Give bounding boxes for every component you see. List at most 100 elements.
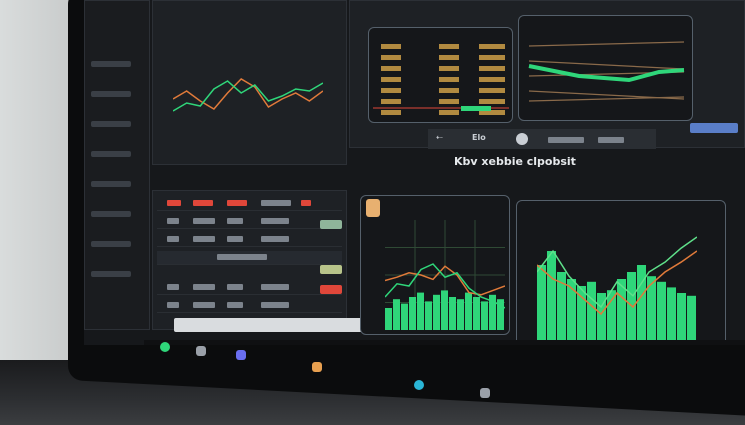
volume-bar (627, 272, 636, 345)
table-row[interactable] (157, 233, 342, 247)
trend-box (518, 15, 693, 121)
table-row[interactable] (157, 281, 342, 295)
order-book-cell (381, 99, 401, 104)
sidebar (84, 0, 150, 330)
order-book-cell (381, 77, 401, 82)
green-series-line (385, 263, 505, 309)
green-series-line (173, 80, 323, 112)
profile-icon[interactable] (516, 133, 528, 145)
green-series-line (537, 236, 697, 309)
sidebar-item[interactable] (91, 241, 131, 247)
volume-bar (587, 281, 596, 345)
main-title: Kbv xebbie clpobsit (454, 155, 576, 168)
table-row[interactable] (157, 251, 342, 265)
toolbar-item[interactable] (598, 137, 624, 143)
overview-panel: ⇠ Elo (349, 0, 745, 149)
volume-bar (401, 303, 408, 330)
order-book-cell (439, 88, 459, 93)
green-trend-line (528, 64, 685, 83)
volume-bar (657, 281, 666, 345)
table-row[interactable] (157, 215, 342, 229)
toolbar: ⇠ Elo (428, 129, 656, 149)
table-header (157, 197, 342, 211)
sidebar-item[interactable] (91, 271, 131, 277)
orange-series-line (537, 250, 697, 316)
volume-bar (537, 265, 546, 345)
volume-bar (667, 287, 676, 345)
sidebar-item[interactable] (91, 181, 131, 187)
order-book-cell (381, 88, 401, 93)
volume-bar (465, 292, 472, 330)
trading-dashboard-screen: ⇠ Elo Kbv xebbie clpobsit (84, 0, 745, 345)
primary-button[interactable] (690, 123, 738, 133)
volume-bar (489, 294, 496, 330)
back-icon[interactable]: ⇠ (436, 133, 443, 142)
sidebar-item[interactable] (91, 151, 131, 157)
volume-bar (481, 301, 488, 330)
volume-bar (647, 276, 656, 345)
sidebar-item[interactable] (91, 61, 131, 67)
order-book-cell (439, 110, 459, 115)
volume-bar (393, 299, 400, 330)
sidebar-item[interactable] (91, 91, 131, 97)
volume-bar (409, 297, 416, 330)
volume-bar (457, 299, 464, 330)
status-badge[interactable] (320, 220, 342, 229)
order-book-cell (479, 99, 505, 104)
order-book-cell (479, 66, 505, 71)
taskbar-app-icon[interactable] (160, 342, 170, 352)
order-book-cell (479, 88, 505, 93)
taskbar-app-icon[interactable] (414, 380, 424, 390)
trend-line (528, 60, 685, 70)
order-book-cell (381, 66, 401, 71)
volume-bar (557, 272, 566, 345)
main-price-chart (537, 236, 697, 345)
orange-series-line (173, 78, 323, 110)
trend-line (528, 41, 685, 47)
volume-bar (607, 290, 616, 345)
volume-bar (425, 301, 432, 330)
table-row[interactable] (157, 299, 342, 313)
spread-marker (461, 106, 491, 111)
order-book-box (368, 27, 513, 123)
positions-table (152, 190, 347, 330)
taskbar-app-icon[interactable] (196, 346, 206, 356)
indicator-chart (385, 220, 505, 330)
order-book-cell (381, 110, 401, 115)
sell-button[interactable] (320, 285, 342, 294)
main-chart-box (516, 200, 726, 345)
volume-bar (417, 292, 424, 330)
volume-bar (473, 297, 480, 330)
sidebar-item[interactable] (91, 121, 131, 127)
order-book-cell (479, 55, 505, 60)
order-book-cell (479, 77, 505, 82)
volume-bar (687, 295, 696, 345)
order-book-cell (381, 44, 401, 49)
volume-bar (497, 299, 504, 330)
volume-bar (677, 293, 686, 345)
order-book-cell (479, 44, 505, 49)
order-book-cell (439, 55, 459, 60)
taskbar-app-icon[interactable] (480, 388, 490, 398)
order-book-cell (381, 55, 401, 60)
trend-line (528, 96, 685, 102)
toolbar-label[interactable]: Elo (472, 133, 486, 142)
volume-bar (441, 290, 448, 330)
toolbar-item[interactable] (548, 137, 584, 143)
order-book-cell (439, 66, 459, 71)
order-book-cell (479, 110, 505, 115)
price-chart (173, 78, 323, 112)
volume-bar (597, 293, 606, 345)
volume-bar (385, 308, 392, 330)
volume-bar (637, 265, 646, 345)
volume-bar (577, 286, 586, 345)
volume-bar (433, 294, 440, 330)
volume-bar (567, 279, 576, 345)
taskbar-app-icon[interactable] (312, 362, 322, 372)
order-book-table (373, 44, 509, 115)
order-book-cell (439, 99, 459, 104)
sidebar-item[interactable] (91, 211, 131, 217)
orange-series-line (385, 265, 505, 296)
status-badge[interactable] (320, 265, 342, 274)
taskbar-app-icon[interactable] (236, 350, 246, 360)
